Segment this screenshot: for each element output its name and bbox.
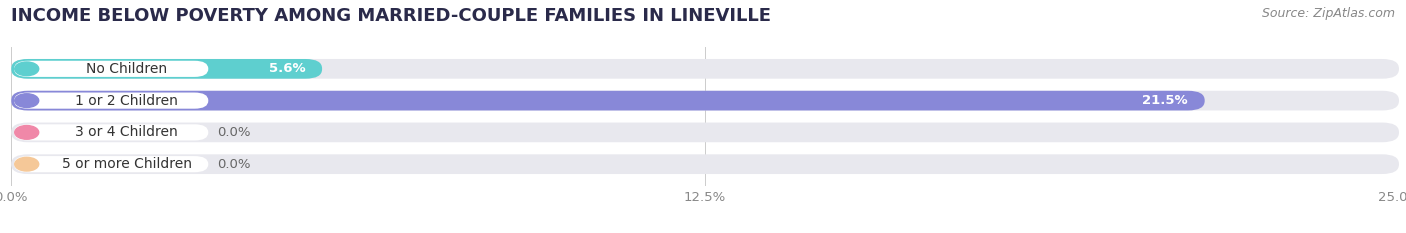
FancyBboxPatch shape [14, 156, 208, 172]
Text: No Children: No Children [86, 62, 167, 76]
FancyBboxPatch shape [11, 91, 1205, 110]
FancyBboxPatch shape [11, 123, 1399, 142]
Circle shape [14, 157, 39, 171]
FancyBboxPatch shape [14, 61, 208, 77]
Text: 5 or more Children: 5 or more Children [62, 157, 191, 171]
FancyBboxPatch shape [11, 154, 1399, 174]
FancyBboxPatch shape [11, 59, 322, 79]
Text: 1 or 2 Children: 1 or 2 Children [76, 94, 179, 108]
Circle shape [14, 62, 39, 76]
FancyBboxPatch shape [14, 93, 208, 109]
Text: 21.5%: 21.5% [1143, 94, 1188, 107]
Text: 3 or 4 Children: 3 or 4 Children [76, 125, 179, 139]
Text: INCOME BELOW POVERTY AMONG MARRIED-COUPLE FAMILIES IN LINEVILLE: INCOME BELOW POVERTY AMONG MARRIED-COUPL… [11, 7, 772, 25]
Circle shape [14, 126, 39, 139]
Text: 0.0%: 0.0% [217, 158, 250, 171]
Text: Source: ZipAtlas.com: Source: ZipAtlas.com [1261, 7, 1395, 20]
FancyBboxPatch shape [14, 124, 208, 140]
Text: 5.6%: 5.6% [269, 62, 305, 75]
FancyBboxPatch shape [11, 91, 1399, 110]
Text: 0.0%: 0.0% [217, 126, 250, 139]
FancyBboxPatch shape [11, 59, 1399, 79]
Circle shape [14, 94, 39, 107]
